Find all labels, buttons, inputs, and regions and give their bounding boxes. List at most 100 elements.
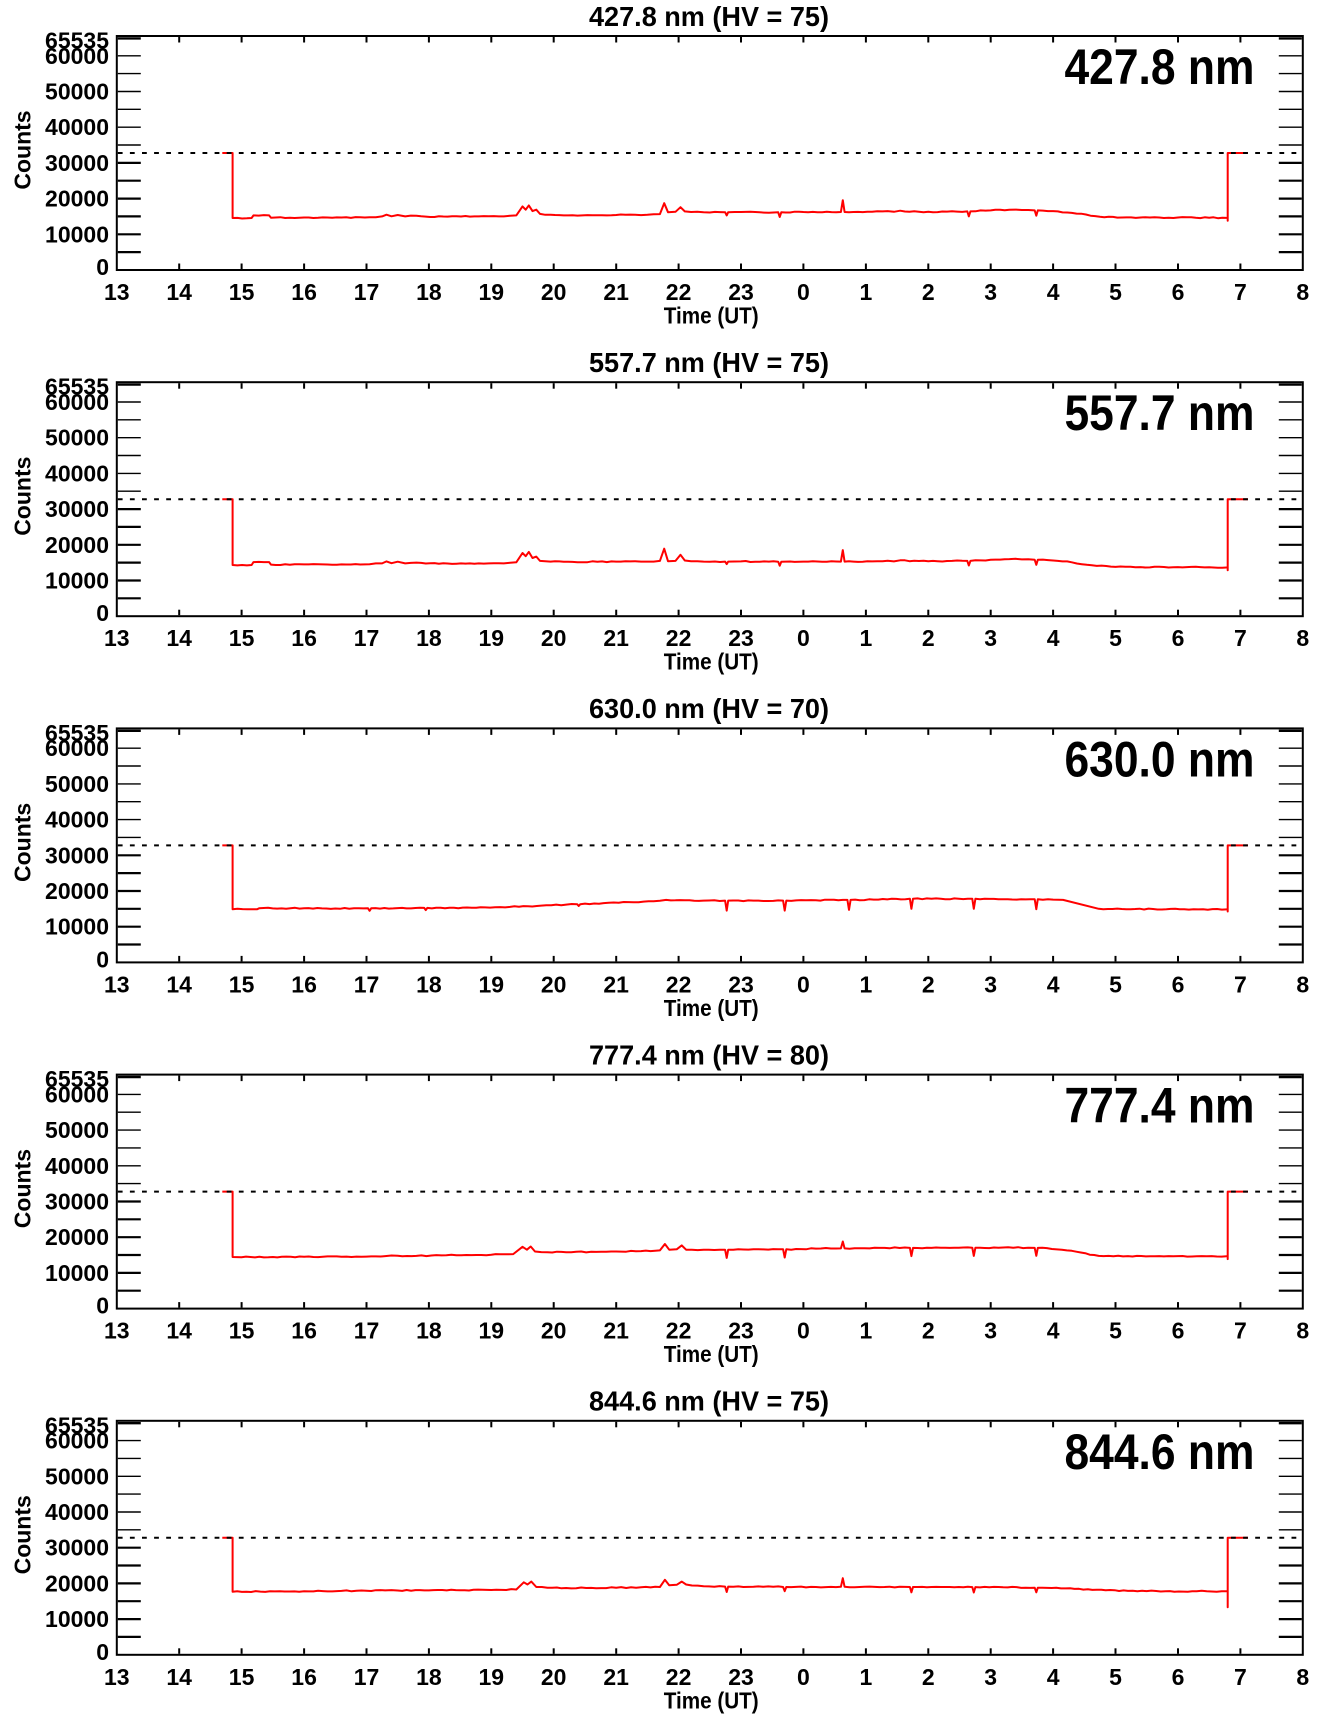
- svg-text:65535: 65535: [45, 1066, 109, 1092]
- svg-text:30000: 30000: [45, 1189, 109, 1215]
- svg-text:50000: 50000: [45, 425, 109, 451]
- svg-text:60000: 60000: [45, 389, 109, 415]
- svg-text:40000: 40000: [45, 1153, 109, 1179]
- svg-text:Time (UT): Time (UT): [664, 1341, 759, 1367]
- svg-text:Time (UT): Time (UT): [664, 1687, 759, 1713]
- svg-text:21: 21: [603, 279, 629, 305]
- svg-text:10000: 10000: [45, 1260, 109, 1286]
- svg-text:19: 19: [479, 625, 505, 651]
- svg-text:777.4 nm: 777.4 nm: [1065, 1078, 1255, 1134]
- svg-text:50000: 50000: [45, 771, 109, 797]
- svg-text:13: 13: [104, 971, 130, 997]
- svg-text:65535: 65535: [45, 1412, 109, 1438]
- svg-text:10000: 10000: [45, 568, 109, 594]
- svg-text:19: 19: [479, 971, 505, 997]
- svg-text:50000: 50000: [45, 79, 109, 105]
- svg-text:16: 16: [291, 971, 317, 997]
- svg-text:0: 0: [96, 1293, 109, 1319]
- svg-text:22: 22: [666, 625, 692, 651]
- svg-text:23: 23: [728, 1318, 754, 1344]
- svg-text:4: 4: [1047, 1664, 1060, 1690]
- svg-text:20000: 20000: [45, 186, 109, 212]
- svg-text:7: 7: [1234, 625, 1247, 651]
- svg-text:777.4 nm (HV = 80): 777.4 nm (HV = 80): [589, 1039, 829, 1070]
- svg-text:0: 0: [797, 1318, 810, 1344]
- svg-text:6: 6: [1172, 1664, 1185, 1690]
- svg-text:20: 20: [541, 1664, 567, 1690]
- svg-text:427.8 nm (HV = 75): 427.8 nm (HV = 75): [589, 1, 829, 32]
- svg-text:16: 16: [291, 1664, 317, 1690]
- svg-text:18: 18: [416, 625, 442, 651]
- svg-text:Counts: Counts: [10, 110, 36, 189]
- svg-text:16: 16: [291, 625, 317, 651]
- svg-text:40000: 40000: [45, 460, 109, 486]
- svg-text:17: 17: [354, 1664, 380, 1690]
- svg-text:19: 19: [479, 1664, 505, 1690]
- svg-text:0: 0: [797, 279, 810, 305]
- svg-text:20000: 20000: [45, 878, 109, 904]
- svg-text:17: 17: [354, 279, 380, 305]
- svg-text:16: 16: [291, 279, 317, 305]
- svg-text:4: 4: [1047, 279, 1060, 305]
- svg-text:60000: 60000: [45, 735, 109, 761]
- svg-text:23: 23: [728, 1664, 754, 1690]
- svg-text:0: 0: [96, 1639, 109, 1665]
- svg-text:23: 23: [728, 971, 754, 997]
- svg-text:13: 13: [104, 625, 130, 651]
- svg-text:23: 23: [728, 279, 754, 305]
- svg-text:0: 0: [96, 254, 109, 280]
- svg-text:630.0 nm (HV = 70): 630.0 nm (HV = 70): [589, 693, 829, 724]
- svg-text:13: 13: [104, 1664, 130, 1690]
- svg-text:18: 18: [416, 279, 442, 305]
- svg-text:14: 14: [166, 1318, 192, 1344]
- svg-text:14: 14: [166, 971, 192, 997]
- svg-text:18: 18: [416, 1318, 442, 1344]
- svg-text:23: 23: [728, 625, 754, 651]
- svg-text:3: 3: [984, 971, 997, 997]
- svg-text:14: 14: [166, 625, 192, 651]
- svg-text:0: 0: [797, 1664, 810, 1690]
- svg-text:17: 17: [354, 1318, 380, 1344]
- svg-text:20: 20: [541, 971, 567, 997]
- svg-text:22: 22: [666, 1318, 692, 1344]
- svg-text:22: 22: [666, 971, 692, 997]
- svg-text:Counts: Counts: [10, 457, 36, 536]
- svg-text:10000: 10000: [45, 914, 109, 940]
- svg-text:5: 5: [1109, 971, 1122, 997]
- svg-text:15: 15: [229, 279, 255, 305]
- svg-text:15: 15: [229, 625, 255, 651]
- svg-text:30000: 30000: [45, 1535, 109, 1561]
- svg-text:1: 1: [860, 279, 873, 305]
- svg-text:20000: 20000: [45, 1570, 109, 1596]
- svg-text:22: 22: [666, 1664, 692, 1690]
- svg-text:844.6 nm: 844.6 nm: [1065, 1424, 1255, 1480]
- svg-text:65535: 65535: [45, 28, 109, 54]
- svg-text:8: 8: [1296, 1664, 1309, 1690]
- svg-text:40000: 40000: [45, 807, 109, 833]
- svg-text:15: 15: [229, 971, 255, 997]
- svg-text:5: 5: [1109, 1318, 1122, 1344]
- svg-text:13: 13: [104, 1318, 130, 1344]
- svg-text:50000: 50000: [45, 1117, 109, 1143]
- svg-text:15: 15: [229, 1664, 255, 1690]
- svg-text:6: 6: [1172, 971, 1185, 997]
- svg-text:427.8 nm: 427.8 nm: [1065, 39, 1255, 95]
- svg-text:0: 0: [96, 946, 109, 972]
- svg-text:0: 0: [797, 971, 810, 997]
- svg-text:50000: 50000: [45, 1463, 109, 1489]
- svg-text:20000: 20000: [45, 532, 109, 558]
- svg-text:20: 20: [541, 625, 567, 651]
- svg-text:60000: 60000: [45, 1081, 109, 1107]
- svg-text:3: 3: [984, 1318, 997, 1344]
- svg-text:3: 3: [984, 1664, 997, 1690]
- svg-text:7: 7: [1234, 1664, 1247, 1690]
- svg-text:5: 5: [1109, 1664, 1122, 1690]
- svg-text:3: 3: [984, 279, 997, 305]
- svg-text:7: 7: [1234, 279, 1247, 305]
- svg-text:3: 3: [984, 625, 997, 651]
- svg-text:20000: 20000: [45, 1224, 109, 1250]
- svg-text:21: 21: [603, 1664, 629, 1690]
- svg-text:2: 2: [922, 1318, 935, 1344]
- svg-text:5: 5: [1109, 279, 1122, 305]
- svg-text:40000: 40000: [45, 114, 109, 140]
